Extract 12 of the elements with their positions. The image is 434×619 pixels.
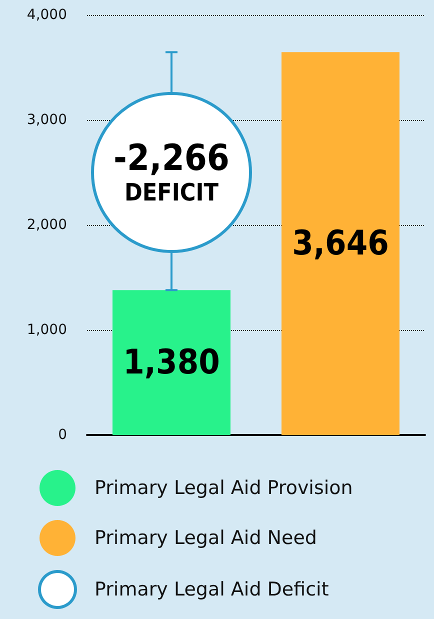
y-tick-label: 2,000 [26, 217, 67, 233]
y-tick-label: 0 [58, 427, 67, 443]
annotation: DEFICIT [124, 178, 219, 206]
legend-label: Primary Legal Aid Need [94, 527, 317, 549]
legend-label: Primary Legal Aid Deficit [94, 578, 329, 600]
text: 1,380 [123, 342, 220, 383]
legend-label: Primary Legal Aid Provision [94, 477, 353, 499]
y-tick-label: 1,000 [26, 322, 67, 338]
y-tick-label: 3,000 [26, 112, 67, 128]
y-tick-label: 4,000 [26, 7, 67, 23]
annotation: -2,266 [114, 138, 230, 179]
text: 3,646 [292, 224, 389, 264]
